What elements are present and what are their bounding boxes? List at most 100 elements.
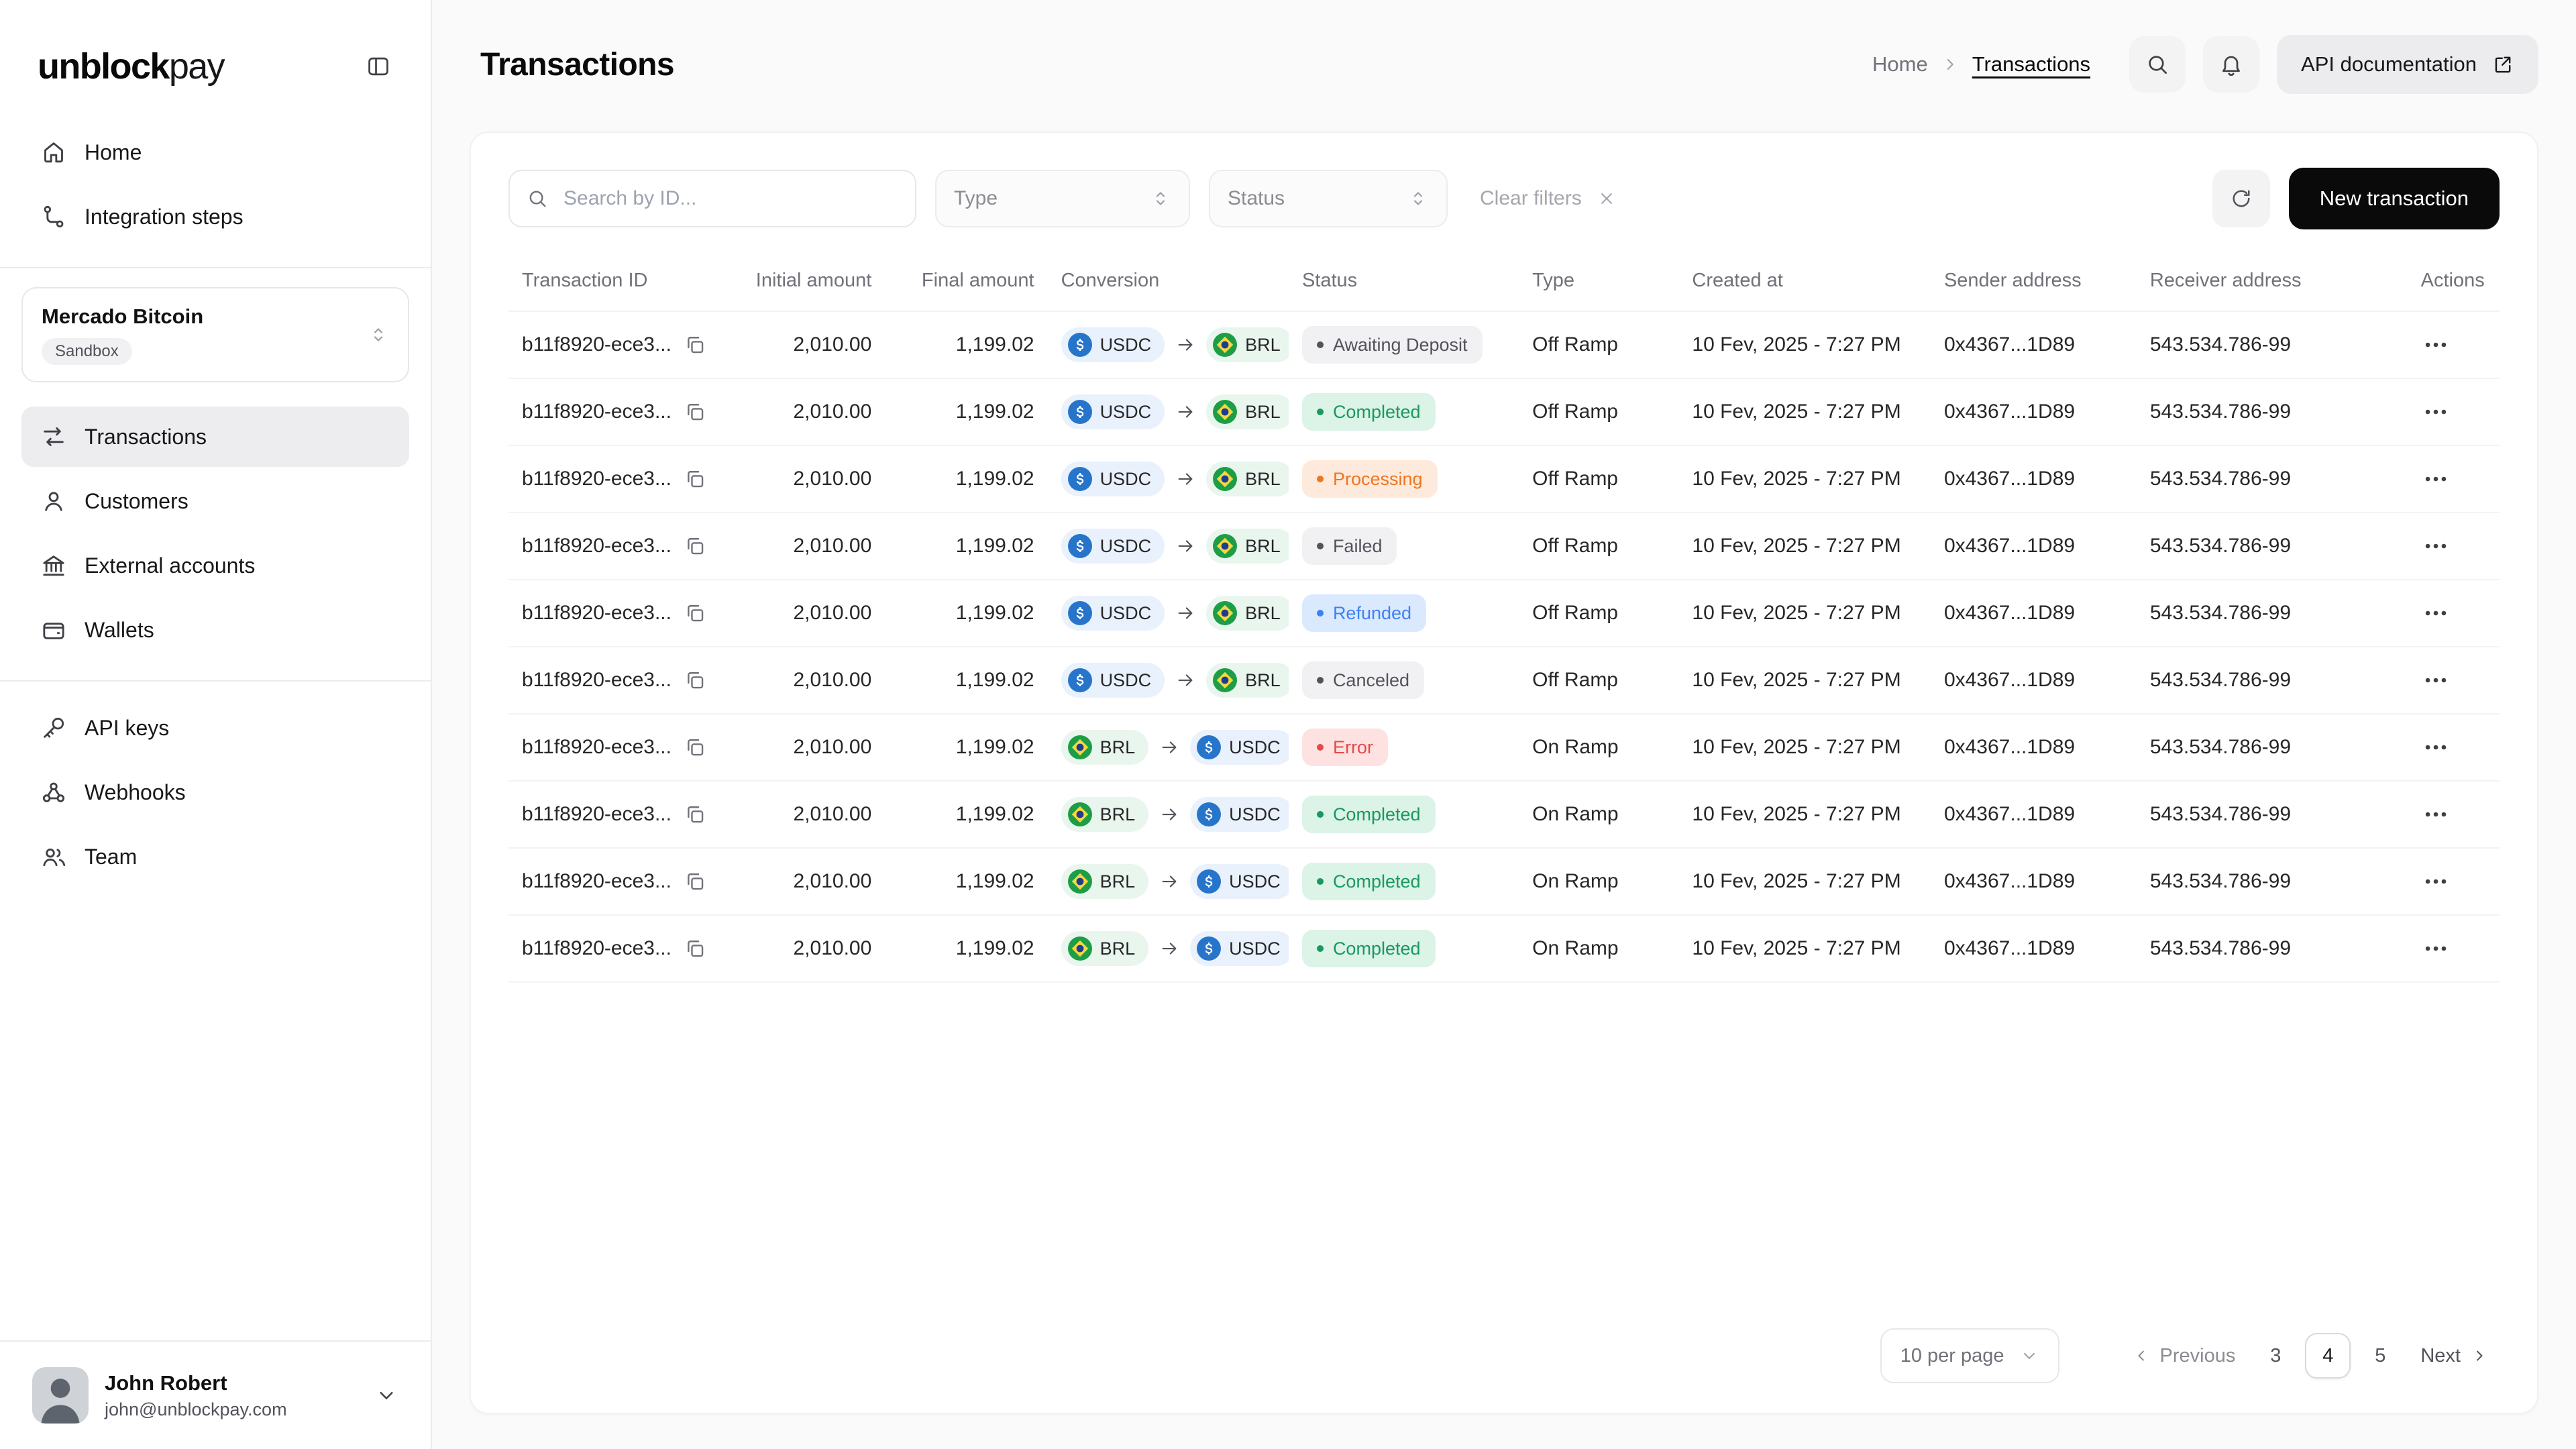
filters-toolbar: Type Status Clear filters New transactio…	[508, 168, 2500, 229]
conversion: USDC BRL	[1061, 394, 1289, 429]
row-actions-button[interactable]	[2421, 800, 2451, 829]
sidebar-item-team[interactable]: Team	[21, 826, 409, 887]
topbar: Transactions Home Transactions API docum…	[432, 0, 2576, 129]
search-icon	[526, 187, 549, 210]
row-actions-button[interactable]	[2421, 330, 2451, 360]
refresh-icon	[2229, 186, 2253, 211]
row-actions-button[interactable]	[2421, 464, 2451, 494]
search-input[interactable]	[508, 170, 916, 227]
sidebar-item-api-keys[interactable]: API keys	[21, 698, 409, 758]
table-row[interactable]: b11f8920-ece3... 2,010.00 1,199.02 BRL USDC C…	[508, 781, 2500, 849]
next-page-button[interactable]: Next	[2410, 1337, 2500, 1375]
breadcrumb: Home Transactions	[1872, 52, 2090, 76]
status-badge: Canceled	[1301, 661, 1425, 699]
sidebar-item-home[interactable]: Home	[21, 122, 409, 182]
row-actions-button[interactable]	[2421, 531, 2451, 561]
clear-filters-button[interactable]: Clear filters	[1466, 187, 1630, 210]
type-filter[interactable]: Type	[935, 170, 1190, 227]
chevron-right-icon	[1940, 54, 1960, 74]
copy-icon[interactable]	[684, 736, 706, 759]
brand-logo-light: pay	[168, 46, 225, 87]
final-amount: 1,199.02	[885, 714, 1048, 782]
per-page-select[interactable]: 10 per page	[1880, 1328, 2059, 1383]
sidebar-item-wallets[interactable]: Wallets	[21, 600, 409, 660]
sidebar-item-customers[interactable]: Customers	[21, 471, 409, 531]
conversion: BRL USDC	[1061, 797, 1289, 832]
sidebar-item-label: Wallets	[85, 617, 154, 642]
table-row[interactable]: b11f8920-ece3... 2,010.00 1,199.02 USDC BRL F…	[508, 513, 2500, 580]
sender-address: 0x4367...1D89	[1930, 445, 2137, 513]
table-row[interactable]: b11f8920-ece3... 2,010.00 1,199.02 USDC BRL A…	[508, 311, 2500, 379]
user-menu[interactable]: John Robert john@unblockpay.com	[0, 1340, 431, 1449]
copy-icon[interactable]	[684, 870, 706, 893]
wallet-icon	[40, 616, 67, 643]
row-actions-button[interactable]	[2421, 934, 2451, 963]
copy-icon[interactable]	[684, 400, 706, 423]
api-documentation-button[interactable]: API documentation	[2277, 35, 2538, 94]
collapse-sidebar-button[interactable]	[358, 46, 398, 87]
sidebar-item-label: Transactions	[85, 424, 207, 449]
usdc-coin-icon	[1067, 668, 1092, 692]
row-actions-button[interactable]	[2421, 665, 2451, 695]
copy-icon[interactable]	[684, 602, 706, 625]
currency-chip-brl: BRL	[1206, 394, 1289, 429]
column-header-initial-amount: Initial amount	[725, 259, 885, 312]
column-header-transaction-id: Transaction ID	[508, 259, 726, 312]
currency-chip-usdc: USDC	[1190, 931, 1289, 966]
sidebar: unblockpay Home Integration steps Mercado…	[0, 0, 432, 1449]
copy-icon[interactable]	[684, 535, 706, 557]
new-transaction-button[interactable]: New transaction	[2288, 168, 2500, 229]
initial-amount: 2,010.00	[725, 378, 885, 446]
sidebar-item-webhooks[interactable]: Webhooks	[21, 762, 409, 822]
key-icon	[40, 714, 67, 741]
sidebar-item-external-accounts[interactable]: External accounts	[21, 535, 409, 596]
notifications-button[interactable]	[2203, 36, 2260, 93]
table-row[interactable]: b11f8920-ece3... 2,010.00 1,199.02 USDC BRL R…	[508, 580, 2500, 647]
copy-icon[interactable]	[684, 937, 706, 960]
row-actions-button[interactable]	[2421, 598, 2451, 628]
search-by-id	[508, 170, 916, 227]
status-filter[interactable]: Status	[1209, 170, 1448, 227]
page-button-3[interactable]: 3	[2253, 1333, 2298, 1379]
initial-amount: 2,010.00	[725, 580, 885, 647]
conversion: BRL USDC	[1061, 730, 1289, 765]
currency-chip-brl: BRL	[1061, 931, 1149, 966]
table-row[interactable]: b11f8920-ece3... 2,010.00 1,199.02 USDC BRL P…	[508, 445, 2500, 513]
breadcrumb-current[interactable]: Transactions	[1972, 52, 2091, 76]
table-row[interactable]: b11f8920-ece3... 2,010.00 1,199.02 BRL USDC C…	[508, 848, 2500, 916]
initial-amount: 2,010.00	[725, 848, 885, 916]
table-row[interactable]: b11f8920-ece3... 2,010.00 1,199.02 USDC BRL C…	[508, 647, 2500, 714]
table-row[interactable]: b11f8920-ece3... 2,010.00 1,199.02 BRL USDC E…	[508, 714, 2500, 782]
row-actions-button[interactable]	[2421, 867, 2451, 896]
copy-icon[interactable]	[684, 333, 706, 356]
created-at: 10 Fev, 2025 - 7:27 PM	[1678, 781, 1931, 849]
sidebar-item-transactions[interactable]: Transactions	[21, 407, 409, 467]
search-button[interactable]	[2129, 36, 2186, 93]
sidebar-item-integration-steps[interactable]: Integration steps	[21, 186, 409, 247]
receiver-address: 543.534.786-99	[2136, 915, 2408, 983]
row-actions-button[interactable]	[2421, 733, 2451, 762]
sidebar-item-label: Integration steps	[85, 204, 244, 229]
copy-icon[interactable]	[684, 669, 706, 692]
refresh-button[interactable]	[2212, 170, 2270, 227]
row-actions-button[interactable]	[2421, 397, 2451, 427]
bank-icon	[40, 552, 67, 579]
breadcrumb-home[interactable]: Home	[1872, 52, 1928, 76]
usdc-coin-icon	[1067, 601, 1092, 625]
divider	[0, 680, 431, 682]
table-row[interactable]: b11f8920-ece3... 2,010.00 1,199.02 BRL USDC C…	[508, 915, 2500, 983]
conversion: USDC BRL	[1061, 663, 1289, 698]
avatar	[32, 1367, 89, 1424]
table-row[interactable]: b11f8920-ece3... 2,010.00 1,199.02 USDC BRL C…	[508, 378, 2500, 446]
copy-icon[interactable]	[684, 468, 706, 490]
final-amount: 1,199.02	[885, 513, 1048, 580]
workspace-selector[interactable]: Mercado Bitcoin Sandbox	[21, 287, 409, 382]
page-button-4[interactable]: 4	[2305, 1333, 2351, 1379]
previous-page-button[interactable]: Previous	[2121, 1337, 2247, 1375]
transaction-id: b11f8920-ece3...	[522, 803, 672, 825]
status-badge: Completed	[1301, 393, 1436, 431]
copy-icon[interactable]	[684, 803, 706, 826]
divider	[0, 267, 431, 268]
page-button-5[interactable]: 5	[2357, 1333, 2403, 1379]
